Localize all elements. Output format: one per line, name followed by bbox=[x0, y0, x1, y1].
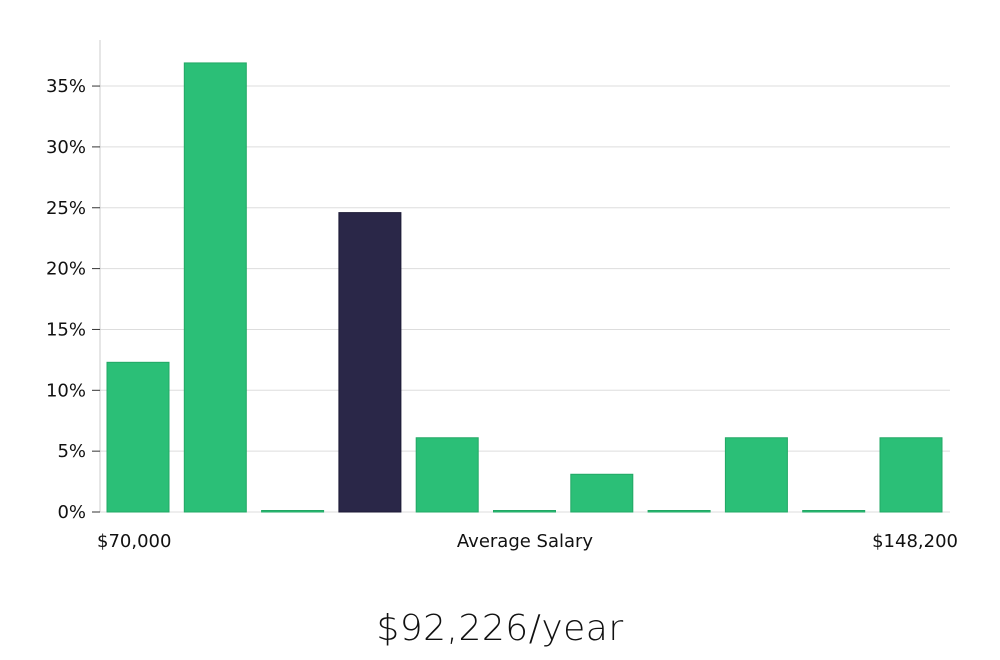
bar bbox=[724, 437, 788, 513]
bars bbox=[106, 62, 943, 513]
bar bbox=[261, 510, 325, 513]
bar bbox=[879, 437, 943, 513]
bar bbox=[106, 361, 170, 513]
bar bbox=[493, 510, 556, 513]
bar bbox=[802, 510, 866, 513]
y-tick-label: 20% bbox=[46, 259, 86, 280]
bar-highlighted bbox=[338, 212, 402, 513]
y-tick-label: 25% bbox=[46, 198, 86, 219]
y-tick-label: 35% bbox=[46, 76, 86, 97]
x-start-label: $70,000 bbox=[97, 531, 171, 552]
bar bbox=[415, 437, 479, 513]
y-tick-labels: 0% 5% 10% 15% 20% 25% 30% 35% bbox=[46, 76, 100, 523]
salary-histogram: 0% 5% 10% 15% 20% 25% 30% 35% $70,000 Average S… bbox=[46, 40, 958, 552]
bar bbox=[183, 62, 247, 513]
y-tick-label: 10% bbox=[46, 380, 86, 401]
x-end-label: $148,200 bbox=[872, 531, 958, 552]
bar bbox=[647, 510, 711, 513]
average-salary-label: $92,226/year bbox=[376, 608, 624, 649]
y-tick-label: 15% bbox=[46, 319, 86, 340]
y-tick-label: 0% bbox=[57, 502, 86, 523]
x-axis-title: Average Salary bbox=[457, 531, 594, 552]
y-tick-label: 5% bbox=[57, 441, 86, 462]
y-tick-label: 30% bbox=[46, 137, 86, 158]
bar bbox=[570, 473, 634, 513]
